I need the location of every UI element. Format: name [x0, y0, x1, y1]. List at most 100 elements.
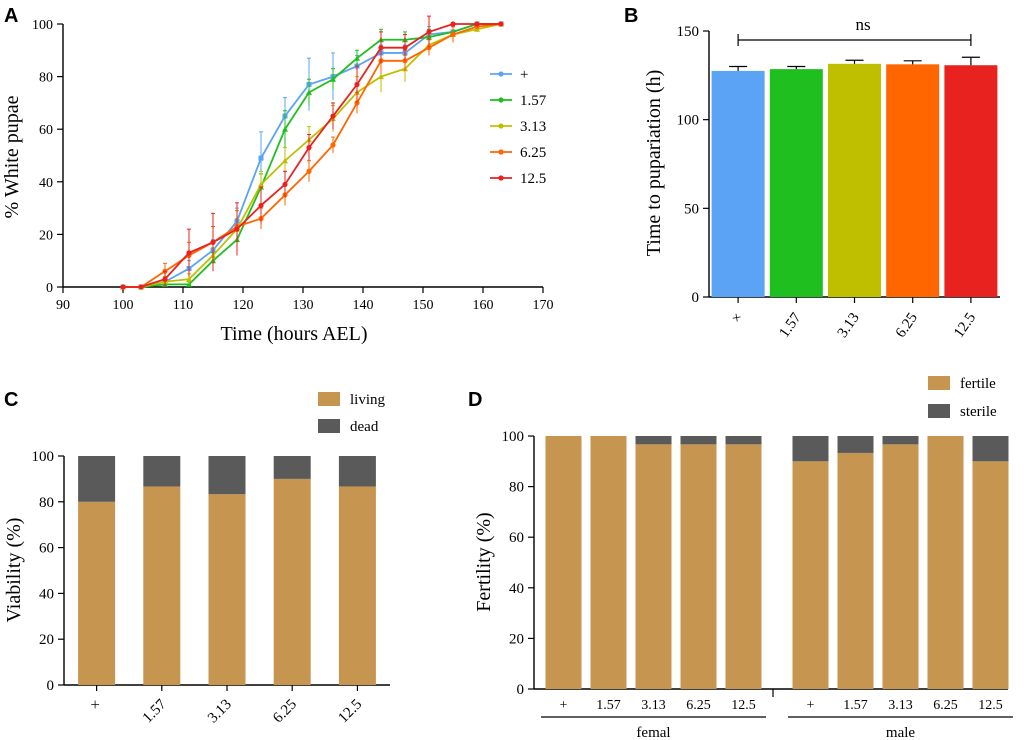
panel-c-y-tick-label: 20: [39, 632, 54, 648]
panel-b-x-tick-label: 1.57: [776, 310, 804, 341]
panel-d-x-tick-label: 6.25: [686, 698, 711, 713]
panel-d-x-tick-label: +: [807, 698, 815, 713]
panel-d-x-tick-label: 1.57: [596, 698, 621, 713]
panel-d-y-tick-label: 100: [502, 429, 525, 445]
panel-a-point: [378, 45, 384, 51]
panel-b-bar: [711, 70, 765, 298]
panel-a-point: [378, 73, 384, 80]
panel-a-point: [306, 145, 312, 151]
panel-a-legend-label: 12.5: [520, 171, 546, 187]
panel-c-y-tick-label: 0: [47, 678, 55, 694]
panel-a-series-line: [123, 23, 501, 288]
panel-a-series-6.25: [120, 21, 504, 290]
panel-a-series-line: [123, 23, 501, 288]
panel-label-a: A: [4, 5, 18, 27]
panel-c-x-tick-label: 12.5: [335, 697, 365, 727]
panel-b-significance-label: ns: [855, 15, 870, 34]
panel-c-legend-swatch: [318, 419, 340, 433]
panel-c-bar-living: [143, 486, 181, 685]
panel-c-y-tick-label: 80: [39, 495, 54, 511]
panel-a-x-tick-label: 150: [413, 298, 434, 313]
panel-a-series-3.13: [120, 21, 504, 290]
panel-c-bar-dead: [273, 456, 311, 479]
panel-c-y-tick-label: 100: [32, 449, 55, 465]
panel-c-y-tick-label: 60: [39, 541, 54, 557]
panel-a-y-tick-label: 40: [39, 176, 53, 191]
panel-label-b: B: [624, 5, 638, 27]
panel-a-point: [354, 81, 360, 88]
panel-c-bar-dead: [338, 456, 376, 487]
panel-b-y-tick-label: 100: [677, 113, 700, 129]
panel-a-point: [186, 250, 192, 256]
panel-a-legend-marker: [498, 71, 504, 77]
panel-d-x-tick-label: +: [560, 698, 568, 713]
panel-a-series-line: [123, 23, 502, 288]
panel-a-point: [450, 21, 456, 27]
panel-b-y-tick-label: 50: [684, 201, 699, 217]
panel-a-x-tick-label: 170: [533, 298, 554, 313]
panel-a-y-tick-label: 60: [39, 123, 53, 138]
panel-c-legend-label: dead: [350, 419, 379, 435]
panel-a-point: [258, 181, 264, 187]
panel-d-bar-fertile: [792, 461, 829, 689]
panel-d-bar-sterile: [725, 436, 762, 445]
panel-a-series-line: [123, 23, 502, 288]
panel-b-x-tick-label: 12.5: [951, 310, 979, 341]
panel-a-point: [138, 284, 144, 290]
panel-a-point: [498, 21, 504, 27]
panel-a-legend-label: 3.13: [520, 119, 546, 135]
panel-c-x-tick-label: 3.13: [205, 697, 235, 727]
panel-d-x-tick-label: 3.13: [888, 698, 913, 713]
panel-a-legend-marker: [498, 175, 504, 181]
panel-d-legend-label: sterile: [960, 404, 997, 420]
panel-b-bar: [828, 63, 881, 297]
panel-d-y-tick-label: 60: [509, 530, 524, 546]
panel-d-bar-sterile: [972, 436, 1009, 462]
panel-a-point: [120, 284, 126, 290]
panel-d-x-tick-label: 12.5: [731, 698, 756, 713]
panel-c-stacked-bar-chart: Viability (%) 0 20 40 60 80 100 × 1.57 3.13 6.25 1…: [3, 392, 390, 726]
panel-a-series-+: [120, 21, 504, 290]
panel-b-y-tick-label: 150: [677, 24, 700, 40]
panel-d-bar-fertile: [680, 444, 717, 689]
panel-a-y-axis-label: % White pupae: [1, 95, 23, 218]
panel-c-bar-living: [338, 486, 376, 685]
panel-c-bar-living: [273, 478, 311, 685]
panel-d-x-tick-label: 3.13: [641, 698, 666, 713]
panel-a-point: [234, 226, 240, 232]
panel-d-bar-sterile: [792, 436, 829, 462]
panel-a-point: [210, 239, 216, 245]
panel-d-bar-fertile: [545, 436, 582, 689]
panel-d-legend-swatch: [928, 404, 950, 418]
panel-b-bar: [944, 65, 998, 297]
panel-c-bar-dead: [78, 456, 116, 502]
panel-b-y-axis-label: Time to pupariation (h): [643, 70, 665, 256]
panel-a-y-tick-label: 20: [39, 228, 53, 243]
panel-label-c: C: [4, 389, 18, 411]
panel-b-x-tick-label: 6.25: [893, 310, 921, 341]
panel-a-legend-marker: [498, 149, 504, 155]
panel-a-point: [282, 126, 288, 132]
panel-d-bar-fertile: [725, 444, 762, 689]
panel-a-line-chart: Time (hours AEL) % White pupae 90 100 110 1…: [1, 15, 554, 345]
panel-b-bar: [886, 64, 940, 297]
panel-c-bar-living: [78, 501, 116, 685]
panel-c-bar-dead: [143, 456, 181, 487]
panel-a-point: [258, 202, 264, 209]
panel-d-y-tick-label: 40: [509, 581, 524, 597]
panel-c-x-tick-label: 6.25: [270, 697, 300, 727]
panel-a-legend-label: 1.57: [520, 93, 547, 109]
panel-d-bar-fertile: [882, 444, 919, 689]
panel-a-point: [330, 142, 336, 148]
panel-a-point: [306, 89, 312, 95]
panel-c-legend-label: living: [350, 392, 386, 408]
panel-a-x-tick-label: 110: [173, 298, 193, 313]
panel-a-point: [474, 21, 480, 27]
panel-d-y-tick-label: 20: [509, 631, 524, 647]
panel-a-legend-marker: [498, 97, 504, 103]
panel-d-group-label: femal: [636, 725, 670, 740]
panel-a-legend-label: 6.25: [520, 145, 546, 161]
panel-d-bar-fertile: [837, 452, 874, 689]
panel-d-bar-sterile: [882, 436, 919, 445]
panel-a-x-axis-label: Time (hours AEL): [220, 323, 367, 345]
